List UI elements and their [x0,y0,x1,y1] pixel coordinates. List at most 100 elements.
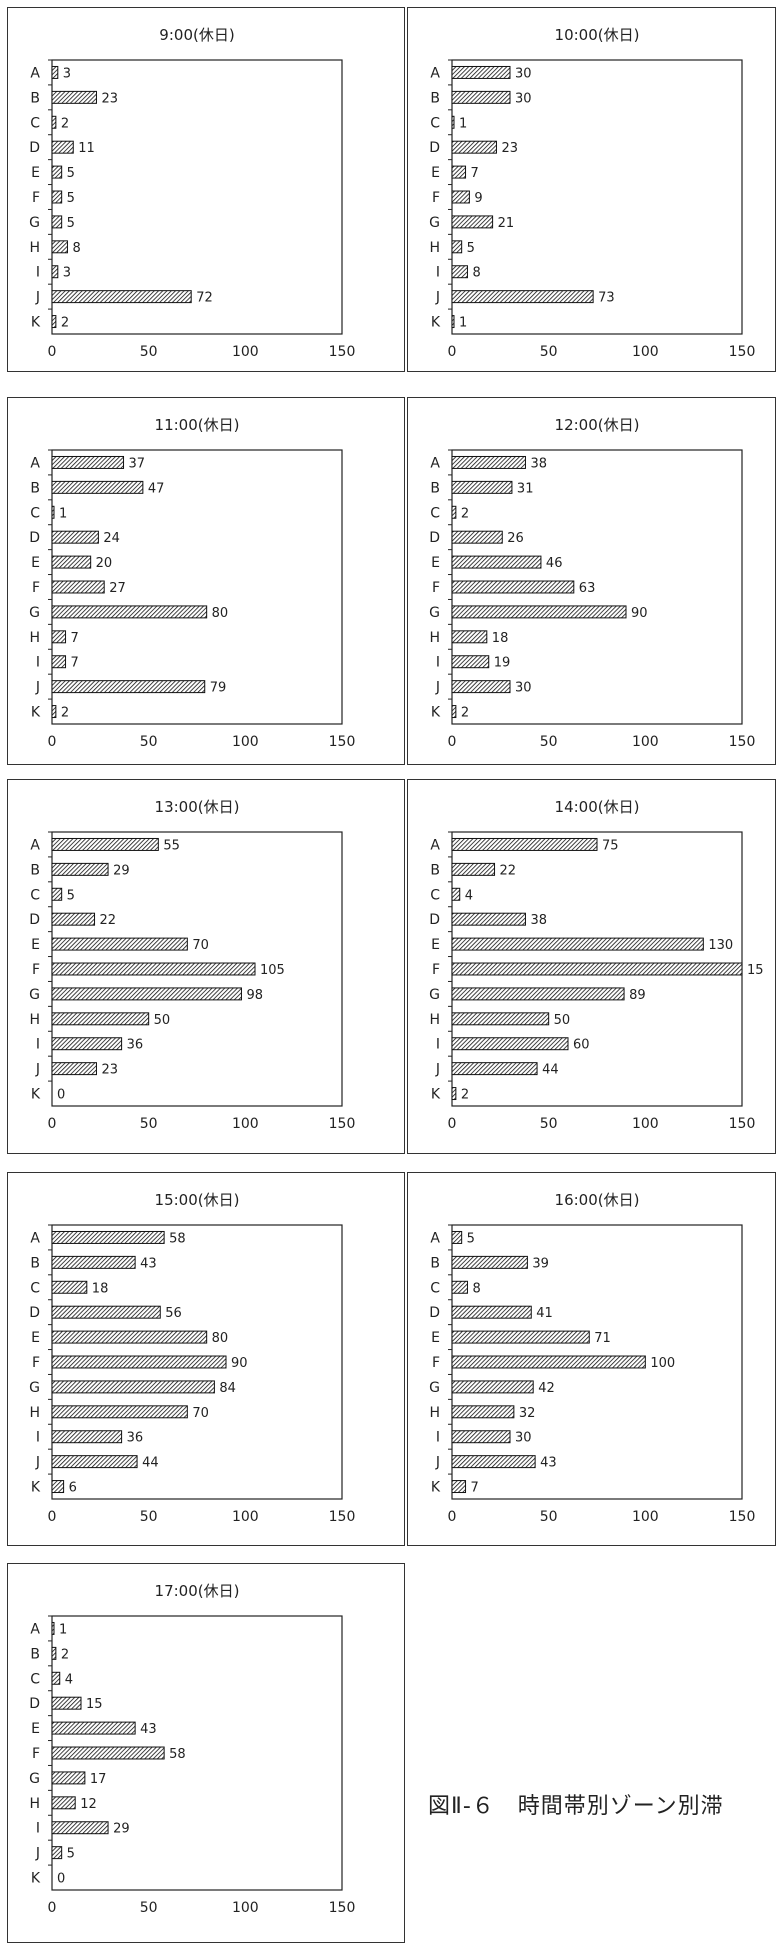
x-tick-label: 100 [232,1509,259,1525]
x-tick-label: 0 [48,734,57,750]
category-label: G [29,1771,40,1787]
category-label: J [35,1846,40,1862]
value-label: 30 [515,681,532,696]
value-label: 105 [260,963,285,978]
category-label: J [35,290,40,306]
x-tick-label: 150 [329,344,356,360]
value-label: 2 [61,116,69,131]
chart-title: 17:00(休日) [155,1582,240,1600]
category-label: J [435,680,440,696]
value-label: 8 [472,266,480,281]
category-label: F [432,1355,440,1371]
value-label: 71 [594,1331,611,1346]
value-label: 0 [57,1088,65,1103]
category-label: E [431,165,440,181]
bar [51,962,256,976]
x-tick-label: 0 [448,344,457,360]
category-label: D [29,912,40,928]
bar [51,1230,165,1244]
bar [451,140,497,154]
bar [51,937,188,951]
value-label: 50 [154,1013,171,1028]
bar [451,1062,538,1076]
bar [51,1455,138,1469]
bar-chart: 15:00(休日) A 58 B 43 C 18 D 56 E 80 F 90 G 84 H 70 I 36 J 44 K… [29,1191,355,1525]
bar [451,1430,511,1444]
value-label: 73 [598,291,615,306]
value-label: 30 [515,1431,532,1446]
value-label: 29 [113,1822,130,1837]
value-label: 3 [63,266,71,281]
category-label: H [429,1405,440,1421]
bar [451,680,511,694]
category-label: E [31,555,40,571]
bar [451,655,490,669]
chart-title: 13:00(休日) [155,798,240,816]
bar [51,1846,63,1860]
category-label: D [29,1696,40,1712]
category-label: D [429,1305,440,1321]
category-label: E [431,1330,440,1346]
category-label: C [30,887,40,903]
value-label: 4 [65,1672,73,1687]
value-label: 44 [542,1063,559,1078]
value-label: 56 [165,1306,182,1321]
category-label: G [429,987,440,1003]
value-label: 7 [71,631,79,646]
bar [451,1480,467,1494]
bar [51,630,67,644]
category-label: H [29,1405,40,1421]
value-label: 5 [67,166,75,181]
value-label: 80 [212,1331,229,1346]
x-tick-label: 100 [632,344,659,360]
value-label: 55 [163,838,180,853]
value-label: 58 [169,1231,186,1246]
chart-title: 14:00(休日) [555,798,640,816]
category-label: D [29,530,40,546]
bar [51,1721,136,1735]
category-label: B [30,480,40,496]
chart-title: 15:00(休日) [155,1191,240,1209]
value-label: 1 [59,1622,67,1637]
bar [51,115,57,129]
bar-chart: 9:00(休日)A 3B 23C 2D 11E 5F 5G 5H 8I 3J 72K 20 50 100 1… [29,26,356,360]
category-label: D [429,912,440,928]
value-label: 2 [461,506,469,521]
bar [451,580,575,594]
category-label: A [30,455,40,471]
value-label: 15 [86,1697,103,1712]
value-label: 4 [465,888,473,903]
bar [51,1646,57,1660]
category-label: J [35,1062,40,1078]
bar [51,140,74,154]
value-label: 5 [67,191,75,206]
bar [51,705,57,719]
category-label: B [30,90,40,106]
bar [51,1480,65,1494]
value-label: 32 [519,1406,536,1421]
value-label: 80 [212,606,229,621]
value-label: 8 [72,241,80,256]
chart-panel: 14:00(休日) A 75 B 22 C 4 D 38 E 130 F 15 G 89 H 50 I 60 J 44 K… [407,779,776,1154]
x-tick-label: 50 [540,1509,558,1525]
bar [451,1305,532,1319]
value-label: 0 [57,1872,65,1887]
x-tick-label: 0 [48,344,57,360]
category-label: G [29,215,40,231]
bar [451,705,457,719]
value-label: 15 [747,963,764,978]
bar-chart: 16:00(休日) A 5 B 39 C 8 D 41 E 71 F 100 G 42 H 32 I 30 J 43 K 7… [429,1191,755,1525]
bar [51,1621,55,1635]
bar [451,480,513,494]
category-label: A [30,837,40,853]
x-tick-label: 100 [632,734,659,750]
chart-panel: 11:00(休日) A 37 B 47 C 1 D 24 E 20 F 27 G 80 H 7 I 7 J 79 K 2 0 5… [7,397,405,765]
x-tick-label: 100 [232,734,259,750]
category-label: H [29,630,40,646]
category-label: J [435,1062,440,1078]
category-label: J [435,1455,440,1471]
value-label: 21 [498,216,515,231]
value-label: 29 [113,863,130,878]
x-tick-label: 50 [140,734,158,750]
value-label: 43 [140,1722,157,1737]
